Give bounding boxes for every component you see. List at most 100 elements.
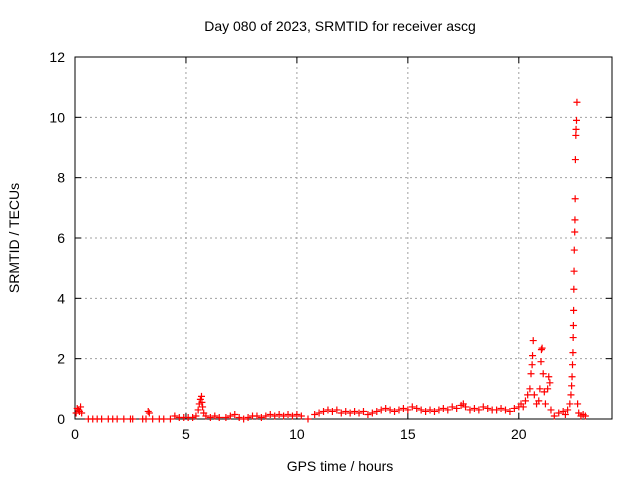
data-point [493,406,501,414]
data-point [320,407,328,415]
data-point [231,410,239,418]
data-point [561,410,569,418]
data-points [72,98,589,423]
data-point [550,412,558,420]
data-point [569,321,577,329]
data-point [342,407,350,415]
data-point [202,412,210,420]
data-point [160,415,168,423]
data-point [544,385,552,393]
data-point [280,412,288,420]
data-point [166,415,174,423]
data-point [537,346,545,354]
x-tick-label: 0 [71,426,79,442]
chart-title: Day 080 of 2023, SRMTID for receiver asc… [204,18,476,34]
data-point [373,407,381,415]
data-point [129,415,137,423]
data-point [77,403,85,411]
data-point [144,407,152,415]
data-point [284,410,292,418]
data-point [206,413,214,421]
data-point [545,373,553,381]
data-point [568,373,576,381]
data-point [572,116,580,124]
y-tick-label: 10 [49,109,65,125]
data-point [226,412,234,420]
data-point [536,385,544,393]
data-point [572,125,580,133]
data-point [351,407,359,415]
data-point [194,406,202,414]
data-point [521,397,529,405]
data-point [386,406,394,414]
x-tick-label: 20 [511,426,527,442]
data-point [571,216,579,224]
x-tick-label: 5 [182,426,190,442]
data-point [235,413,243,421]
data-point [571,156,579,164]
data-point [570,246,578,254]
data-point [529,352,537,360]
data-point [346,409,354,417]
data-point [337,409,345,417]
data-point [475,406,483,414]
y-tick-label: 8 [57,170,65,186]
data-point [189,413,197,421]
data-point [555,409,563,417]
y-tick-label: 0 [57,411,65,427]
data-point [573,98,581,106]
data-point [145,409,153,417]
data-point [453,404,461,412]
data-point [572,131,580,139]
data-point [528,361,536,369]
data-point [535,397,543,405]
x-tick-label: 15 [400,426,416,442]
data-point [581,412,589,420]
data-point [240,415,248,423]
data-point [426,406,434,414]
data-point [510,404,518,412]
data-point [288,412,296,420]
data-point [311,410,319,418]
data-point [98,415,106,423]
data-point [391,407,399,415]
data-point [413,404,421,412]
data-point [497,404,505,412]
data-point [422,407,430,415]
data-point [444,406,452,414]
data-point [547,406,555,414]
data-point [257,413,265,421]
data-point [266,410,274,418]
data-point [540,388,548,396]
x-tick-label: 10 [289,426,305,442]
data-point [564,406,572,414]
axis-ticks: 0 5 10 15 20 0 2 4 6 8 10 12 [49,49,612,442]
data-point [571,195,579,203]
data-point [519,403,527,411]
data-point [368,409,376,417]
data-point [417,406,425,414]
data-point [448,403,456,411]
data-point [197,392,205,400]
data-point [570,267,578,275]
data-point [462,403,470,411]
data-point [293,410,301,418]
data-point [506,407,514,415]
data-point [113,415,121,423]
data-point [571,228,579,236]
data-point [171,412,179,420]
data-point [297,412,305,420]
y-axis-label: SRMTID / TECUs [6,183,22,293]
data-point [569,334,577,342]
data-point [470,404,478,412]
data-point [359,407,367,415]
data-point [355,409,363,417]
data-point [324,406,332,414]
data-point [526,385,534,393]
data-point [364,410,372,418]
data-point [382,404,390,412]
data-point [484,404,492,412]
data-point [78,409,86,417]
data-point [538,344,546,352]
x-axis-label: GPS time / hours [287,458,394,474]
